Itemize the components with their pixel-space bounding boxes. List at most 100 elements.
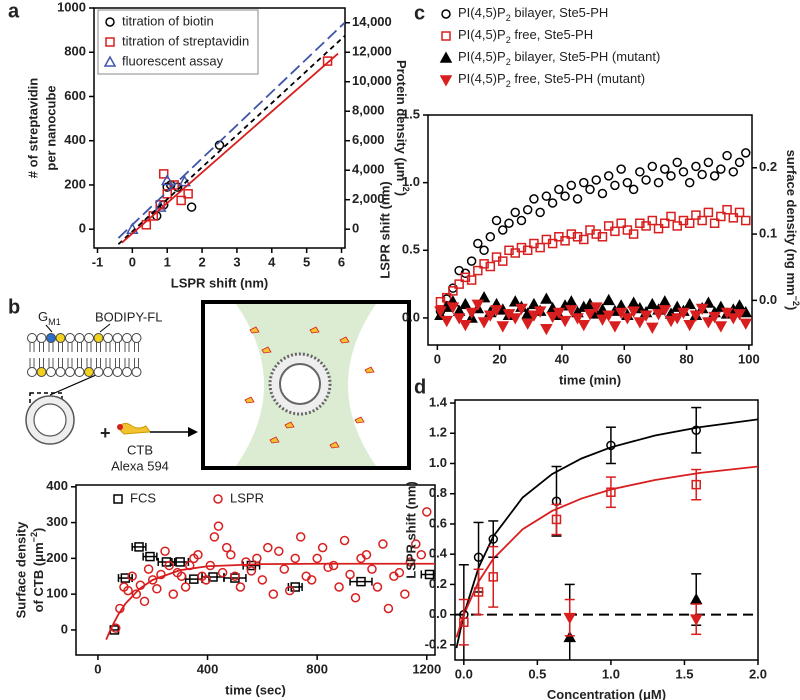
- error-bar: [420, 570, 435, 579]
- x-tick-label: 0.0: [455, 666, 473, 681]
- y2-tick-label: 8,000: [352, 103, 385, 118]
- point: [479, 259, 489, 269]
- legend-marker: [439, 75, 453, 87]
- y-tick-label: 400: [64, 132, 86, 147]
- y2-axis-label-part: μm: [394, 162, 409, 182]
- point: [689, 310, 703, 322]
- point: [572, 232, 583, 242]
- point: [635, 167, 645, 177]
- point: [334, 582, 344, 592]
- lipid-head: [55, 333, 66, 343]
- legend-marker: [105, 17, 115, 27]
- point: [660, 218, 670, 228]
- y-tick-label: 1.0: [429, 455, 447, 470]
- y-tick-label: 0.5: [402, 242, 420, 257]
- point: [733, 309, 746, 321]
- point: [565, 295, 578, 307]
- point: [585, 184, 595, 195]
- point: [641, 175, 651, 185]
- point: [180, 582, 191, 592]
- y-tick-label: 400: [46, 478, 68, 493]
- error-bar: [142, 552, 158, 561]
- legend-label-part: PI(4,5)P: [458, 5, 506, 20]
- point: [295, 532, 306, 542]
- point: [703, 157, 714, 168]
- point: [666, 211, 676, 222]
- point: [579, 177, 589, 188]
- point: [547, 238, 558, 249]
- point: [646, 322, 659, 334]
- lipid-head: [112, 333, 123, 343]
- point: [563, 630, 577, 643]
- ctb-speck: [261, 346, 272, 354]
- point: [504, 218, 514, 228]
- point: [591, 175, 601, 185]
- dye-label: Alexa 594: [111, 458, 169, 473]
- legend-label-part: 2: [506, 57, 511, 67]
- error-bar: [488, 545, 499, 608]
- point: [485, 232, 496, 242]
- point: [139, 596, 150, 607]
- x-axis-label: time (sec): [225, 682, 286, 697]
- point: [235, 582, 246, 592]
- lipid-head: [46, 333, 56, 343]
- x-tick-label: 6: [338, 254, 345, 269]
- point: [317, 542, 328, 553]
- x-axis-label: Concentration (μM): [547, 687, 666, 700]
- fit-line: [121, 52, 339, 244]
- y2-tick-label: 12,000: [352, 44, 392, 59]
- point: [591, 229, 601, 239]
- legend-label-part: free, Ste5-PH (mutant): [511, 71, 645, 86]
- y2-axis-label-part: ): [784, 306, 799, 310]
- point: [628, 229, 639, 239]
- point: [627, 296, 640, 308]
- legend-label: LSPR: [230, 490, 264, 505]
- point: [361, 550, 372, 560]
- plot-frame: [93, 7, 346, 249]
- point: [527, 310, 541, 322]
- point: [471, 299, 485, 311]
- point: [627, 306, 640, 318]
- error-bar: [691, 468, 702, 501]
- ctb-speck: [244, 396, 255, 404]
- ctb-speck: [249, 326, 260, 334]
- point: [558, 315, 572, 328]
- point: [697, 215, 707, 226]
- y-tick-label: 200: [46, 550, 68, 565]
- point: [473, 265, 483, 276]
- point: [405, 557, 416, 567]
- legend-label-part: free, Ste5-PH: [511, 27, 593, 42]
- arrow-head: [188, 427, 198, 437]
- point: [684, 177, 695, 188]
- lipid-head: [131, 333, 142, 343]
- point: [477, 317, 491, 329]
- point: [697, 169, 707, 180]
- point: [610, 180, 620, 191]
- point: [709, 218, 720, 228]
- point: [477, 291, 491, 303]
- point: [633, 317, 647, 329]
- point: [552, 307, 566, 320]
- panel-label: a: [8, 0, 20, 22]
- legend-label-part: PI(4,5)P: [458, 27, 506, 42]
- x-tick-label: 0: [129, 254, 136, 269]
- point: [565, 305, 578, 317]
- x-tick-label: 0: [434, 351, 441, 366]
- pointer: [99, 323, 111, 333]
- point: [691, 425, 701, 435]
- point: [689, 614, 703, 626]
- point: [422, 507, 432, 517]
- point: [527, 297, 541, 310]
- point: [616, 218, 626, 228]
- y-tick-label: 600: [64, 88, 86, 103]
- y-tick-label: 0.2: [429, 576, 447, 591]
- y2-tick-label: 4,000: [352, 162, 385, 177]
- y-axis-label-part: ): [31, 528, 46, 532]
- point: [345, 569, 355, 580]
- point: [186, 202, 197, 212]
- legend-label-part: 2: [506, 13, 511, 23]
- point: [162, 189, 172, 199]
- lipid-head: [131, 367, 142, 377]
- point: [533, 306, 547, 318]
